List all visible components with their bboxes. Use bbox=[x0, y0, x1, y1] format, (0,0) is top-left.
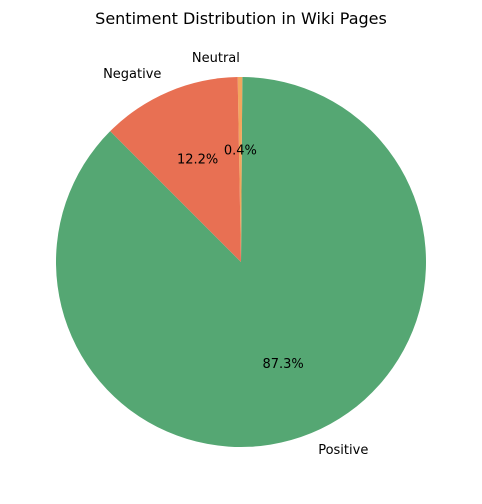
slice-pct-neutral: 0.4% bbox=[224, 144, 257, 159]
pie-slice-negative bbox=[110, 77, 241, 262]
slice-label-positive: Positive bbox=[318, 443, 368, 458]
slice-pct-positive: 87.3% bbox=[262, 357, 303, 372]
slice-label-negative: Negative bbox=[103, 67, 161, 82]
slice-label-neutral: Neutral bbox=[192, 51, 240, 66]
chart-title: Sentiment Distribution in Wiki Pages bbox=[95, 9, 387, 28]
pie-slices bbox=[55, 77, 426, 448]
pie-slice-neutral bbox=[237, 77, 243, 262]
slice-pct-negative: 12.2% bbox=[177, 152, 218, 167]
pie-labels: Positive 87.3% Neutral 0.4% Negative 12.2% bbox=[103, 51, 368, 458]
pie-slice-positive bbox=[55, 77, 426, 448]
